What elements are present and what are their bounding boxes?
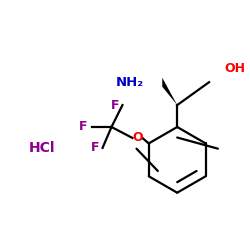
Polygon shape bbox=[162, 78, 177, 105]
Text: OH: OH bbox=[224, 62, 245, 75]
Text: F: F bbox=[111, 98, 120, 112]
Text: O: O bbox=[132, 132, 143, 144]
Text: F: F bbox=[91, 142, 100, 154]
Text: HCl: HCl bbox=[28, 141, 55, 155]
Text: NH₂: NH₂ bbox=[116, 76, 144, 89]
Text: F: F bbox=[79, 120, 88, 134]
